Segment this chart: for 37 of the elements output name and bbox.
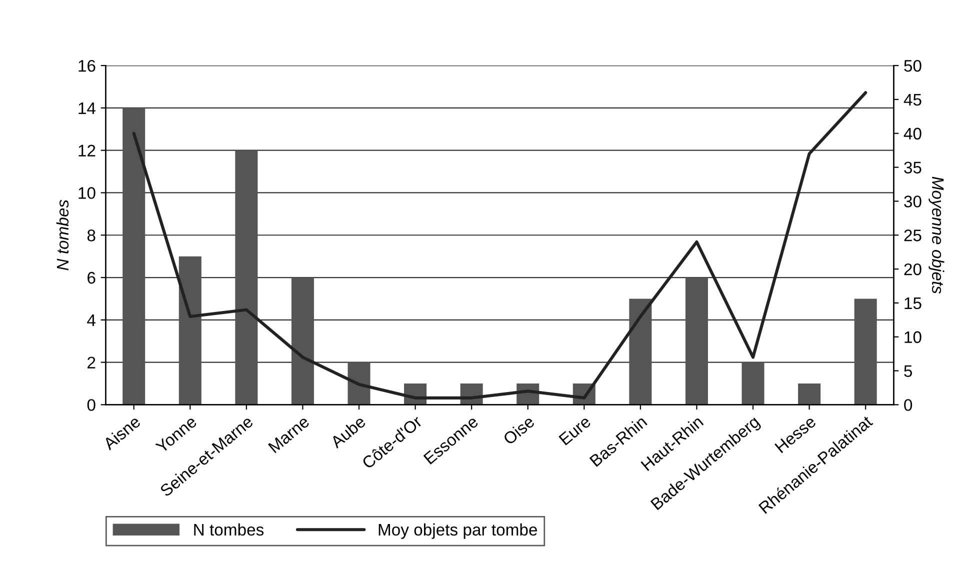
y2-tick-label: 45 bbox=[904, 94, 922, 106]
y2-tick-label: 30 bbox=[904, 196, 922, 208]
bar bbox=[742, 362, 764, 405]
y-tick-label: 8 bbox=[87, 230, 96, 242]
bar bbox=[685, 278, 708, 405]
y2-tick-label: 15 bbox=[904, 298, 922, 310]
bar bbox=[235, 150, 258, 405]
legend-label: Moy objets par tombe bbox=[378, 523, 537, 539]
y2-tick-label: 35 bbox=[904, 162, 922, 174]
y-tick-label: 6 bbox=[88, 272, 96, 284]
bar bbox=[291, 278, 314, 405]
y-tick-label: 2 bbox=[88, 356, 96, 368]
y2-tick-label: 5 bbox=[904, 365, 912, 377]
x-tick-label: Eure bbox=[558, 415, 592, 446]
bar bbox=[122, 108, 146, 405]
bar bbox=[178, 256, 202, 405]
x-tick-label: Oise bbox=[502, 414, 536, 446]
y2-tick-label: 25 bbox=[904, 230, 922, 242]
legend-label: N tombes bbox=[194, 523, 264, 536]
y2-tick-label: 20 bbox=[904, 263, 922, 276]
y2-tick-label: 50 bbox=[904, 60, 922, 72]
bar bbox=[854, 298, 877, 405]
bar bbox=[348, 362, 370, 405]
y-tick-label: 12 bbox=[78, 144, 96, 156]
bar bbox=[798, 384, 821, 405]
y-tick-label: 16 bbox=[78, 60, 96, 72]
y-axis-title: N tombes bbox=[56, 200, 69, 270]
y-tick-label: 4 bbox=[87, 314, 96, 326]
bar bbox=[629, 298, 652, 405]
y2-axis-title: Moyenne objets bbox=[928, 176, 944, 294]
y2-tick-label: 10 bbox=[904, 331, 922, 344]
y-tick-label: 14 bbox=[78, 102, 96, 114]
y2-tick-label: 0 bbox=[904, 399, 912, 411]
y-tick-label: 0 bbox=[87, 399, 96, 411]
y2-tick-label: 40 bbox=[904, 128, 922, 140]
y-tick-label: 10 bbox=[78, 187, 96, 199]
line-series bbox=[132, 91, 868, 400]
